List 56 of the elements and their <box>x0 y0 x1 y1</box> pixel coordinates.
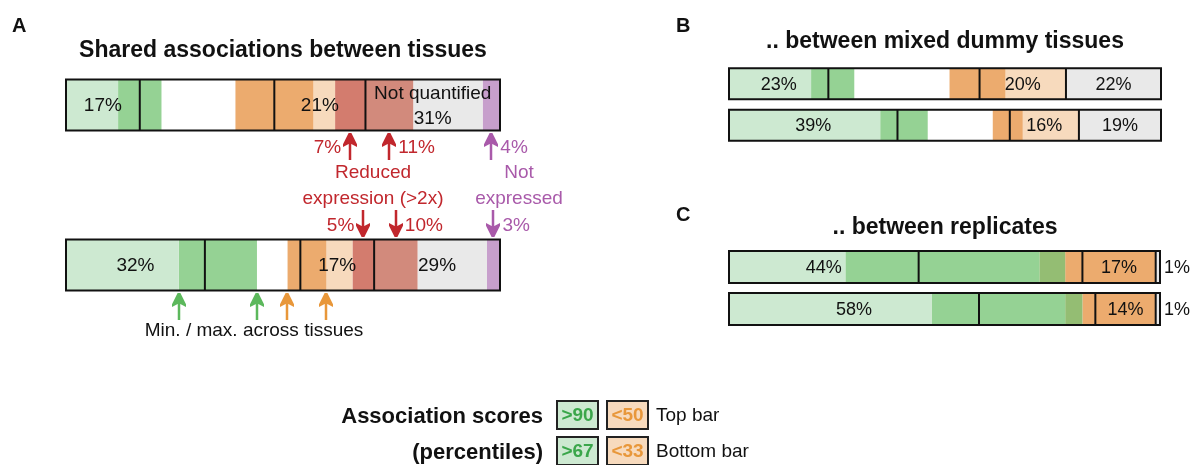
annotation: 19% <box>1101 114 1138 136</box>
annotation: 17% <box>1101 256 1138 278</box>
annotation: 32% <box>116 254 155 276</box>
text: Top bar <box>656 404 720 426</box>
text: C <box>676 203 691 226</box>
bar <box>66 239 179 291</box>
annotation: Min. / max. across tissues <box>144 318 364 342</box>
text: 3% <box>502 214 530 237</box>
chart-title: .. between replicates <box>832 213 1058 240</box>
bar <box>845 251 919 283</box>
annotation: 44% <box>805 256 842 278</box>
bar <box>374 239 418 291</box>
text: >67 <box>556 436 599 465</box>
annotation: 14% <box>1107 298 1144 320</box>
bar <box>204 239 257 291</box>
text: Bottom bar <box>656 440 749 462</box>
bar <box>1039 251 1066 283</box>
annotation: 16% <box>1026 114 1063 136</box>
text: B <box>676 14 691 37</box>
text: >90 <box>556 400 599 430</box>
text: Shared associations between tissues <box>79 36 487 63</box>
annotation: 39% <box>795 114 832 136</box>
bar <box>949 68 980 100</box>
annotation: 10% <box>404 214 443 237</box>
annotation: 22% <box>1095 73 1132 95</box>
bar <box>828 68 855 100</box>
annotation: Reduced expression (>2x) <box>301 160 445 210</box>
bar <box>178 239 205 291</box>
annotation: 31% <box>413 107 452 129</box>
bar <box>897 109 928 141</box>
text: <50 <box>606 400 649 430</box>
bar <box>918 251 1040 283</box>
text: A <box>12 14 27 37</box>
annotation: 23% <box>760 73 797 95</box>
annotation: 5% <box>326 214 355 237</box>
text: Association scores (percentiles) <box>340 402 543 465</box>
text: 4% <box>500 135 528 158</box>
annotation: 11% <box>398 135 435 158</box>
annotation: 58% <box>835 298 872 320</box>
annotation: 29% <box>418 254 457 276</box>
annotation: 17% <box>83 94 122 116</box>
annotation: 17% <box>318 254 357 276</box>
annotation: Not quantified <box>374 82 492 104</box>
annotation: 20% <box>1004 73 1041 95</box>
annotation: 21% <box>300 94 339 116</box>
bar <box>1065 293 1083 325</box>
bar <box>931 293 979 325</box>
bar <box>978 293 1066 325</box>
annotation: Not expressed <box>474 160 564 210</box>
annotation: 7% <box>313 135 342 158</box>
chart-title: .. between mixed dummy tissues <box>766 27 1124 54</box>
text: 1% <box>1164 256 1191 278</box>
bar <box>139 79 162 131</box>
text: 1% <box>1164 298 1191 320</box>
text: <33 <box>606 436 649 465</box>
bar <box>235 79 275 131</box>
